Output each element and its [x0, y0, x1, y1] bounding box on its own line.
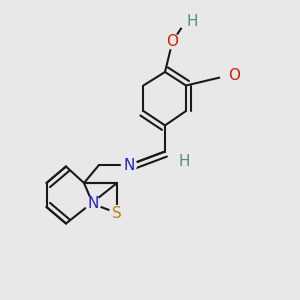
Text: S: S [112, 206, 122, 220]
Text: O: O [228, 68, 240, 83]
Circle shape [220, 68, 236, 83]
Circle shape [165, 34, 180, 49]
Text: N: N [87, 196, 99, 211]
Circle shape [122, 158, 136, 172]
Circle shape [171, 154, 186, 169]
Text: H: H [186, 14, 197, 28]
Text: O: O [167, 34, 178, 49]
Text: H: H [178, 154, 190, 169]
Circle shape [110, 206, 124, 220]
Text: N: N [123, 158, 135, 172]
Circle shape [85, 196, 100, 211]
Circle shape [178, 14, 194, 28]
